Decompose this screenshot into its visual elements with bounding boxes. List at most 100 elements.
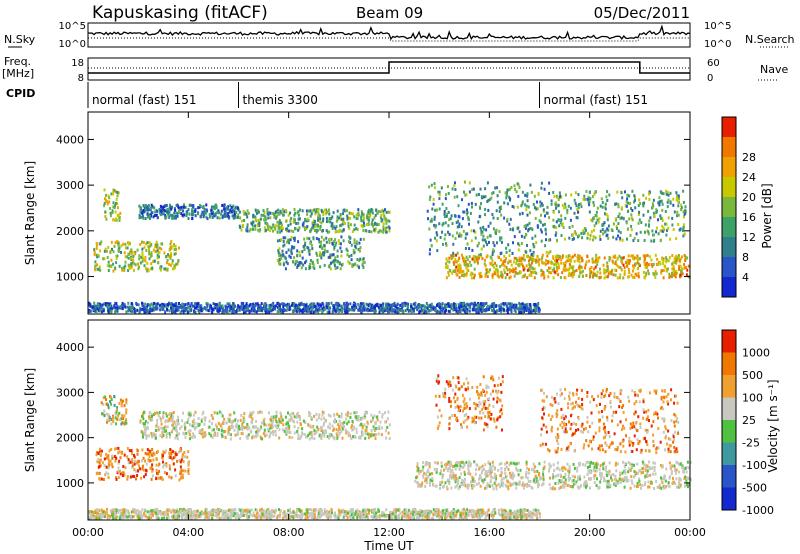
data-cell (149, 254, 152, 258)
data-cell (533, 267, 536, 271)
data-cell (272, 417, 275, 421)
data-cell (341, 262, 344, 266)
data-cell (124, 255, 127, 259)
data-cell (475, 307, 478, 311)
data-cell (542, 208, 545, 212)
data-cell (178, 210, 180, 214)
data-cell (317, 416, 320, 420)
data-cell (506, 306, 509, 310)
data-cell (619, 276, 621, 280)
data-cell (182, 209, 185, 213)
data-cell (447, 192, 450, 195)
data-cell (139, 419, 142, 423)
data-cell (312, 226, 315, 230)
data-cell (163, 463, 165, 466)
data-cell (541, 253, 544, 257)
data-cell (471, 272, 474, 276)
data-cell (508, 259, 511, 263)
data-cell (342, 212, 344, 216)
data-cell (221, 414, 224, 418)
data-cell (227, 432, 230, 436)
data-cell (597, 259, 600, 262)
data-cell (102, 257, 105, 261)
data-cell (145, 242, 148, 246)
data-cell (141, 259, 144, 263)
data-cell (619, 217, 622, 221)
data-cell (472, 307, 475, 311)
data-cell (312, 237, 315, 241)
data-cell (659, 199, 662, 203)
data-cell (584, 197, 587, 201)
data-cell (558, 191, 561, 195)
data-cell (280, 229, 283, 233)
data-cell (328, 435, 331, 438)
data-cell (173, 303, 176, 307)
data-cell (661, 216, 664, 220)
data-cell (596, 218, 599, 222)
data-cell (320, 417, 323, 421)
data-cell (153, 206, 156, 210)
data-cell (164, 204, 167, 208)
data-cell (297, 426, 300, 430)
data-cell (340, 223, 343, 227)
data-cell (262, 419, 265, 423)
data-cell (600, 197, 603, 201)
data-cell (188, 433, 191, 436)
data-cell (107, 269, 110, 272)
data-cell (317, 218, 320, 222)
data-cell (188, 309, 191, 313)
data-cell (342, 239, 345, 243)
data-cell (170, 207, 173, 211)
data-cell (102, 412, 105, 416)
data-cell (317, 428, 320, 431)
data-cell (170, 254, 173, 258)
data-cell (106, 256, 109, 259)
data-cell (524, 193, 527, 197)
data-cell (344, 222, 347, 225)
data-cell (317, 303, 320, 307)
data-cell (171, 261, 174, 265)
data-cell (474, 303, 477, 307)
data-cell (191, 212, 194, 215)
data-cell (102, 309, 105, 313)
data-cell (192, 210, 195, 214)
data-cell (173, 420, 176, 424)
data-cell (361, 212, 364, 216)
data-cell (124, 466, 127, 470)
data-cell (529, 257, 532, 261)
data-cell (133, 307, 135, 311)
data-cell (553, 267, 556, 271)
data-cell (506, 308, 509, 312)
data-cell (552, 218, 555, 222)
data-cell (523, 306, 526, 310)
data-cell (121, 474, 124, 477)
data-cell (643, 260, 646, 264)
data-cell (313, 208, 316, 212)
data-cell (477, 193, 480, 196)
data-cell (599, 271, 602, 275)
data-cell (301, 432, 304, 436)
data-cell (206, 305, 209, 309)
data-cell (255, 430, 258, 434)
data-cell (355, 242, 358, 246)
data-cell (555, 203, 558, 207)
data-cell (519, 303, 522, 307)
data-cell (191, 436, 194, 439)
data-cell (471, 188, 474, 191)
data-cell (136, 248, 139, 252)
data-cell (669, 191, 672, 195)
data-cell (278, 262, 281, 266)
data-cell (229, 209, 232, 213)
data-cell (117, 414, 120, 418)
data-cell (110, 447, 113, 451)
data-cell (471, 248, 474, 252)
data-cell (205, 302, 208, 305)
data-cell (359, 304, 362, 308)
data-cell (565, 268, 568, 272)
data-cell (139, 261, 142, 265)
data-cell (111, 456, 114, 460)
data-cell (321, 433, 324, 437)
data-cell (143, 424, 146, 428)
data-cell (313, 305, 316, 308)
data-cell (114, 302, 117, 306)
